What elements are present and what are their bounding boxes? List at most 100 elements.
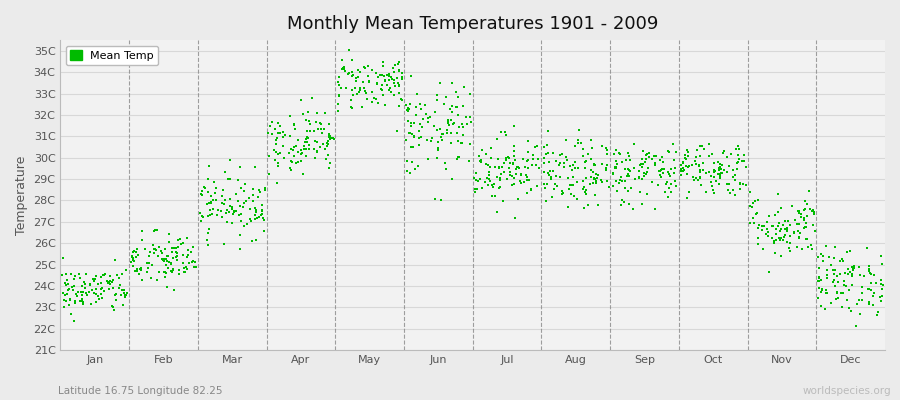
Point [774, 235, 788, 242]
Point [221, 209, 236, 215]
Point [621, 171, 635, 177]
Point [561, 204, 575, 210]
Point [375, 72, 390, 78]
Point [218, 197, 232, 204]
Point [451, 112, 465, 118]
Point [580, 158, 594, 165]
Point [771, 209, 786, 215]
Point [576, 178, 590, 184]
Point [772, 235, 787, 241]
Point [141, 265, 156, 271]
Point [482, 164, 497, 170]
Point [778, 218, 792, 224]
Point [579, 191, 593, 197]
Point [713, 173, 727, 179]
Point [483, 164, 498, 170]
Point [576, 186, 590, 192]
Point [303, 128, 318, 134]
Point [639, 152, 653, 158]
Point [819, 290, 833, 296]
Point [331, 100, 346, 107]
Point [820, 272, 834, 279]
Point [717, 166, 732, 173]
Point [559, 154, 573, 160]
Point [503, 160, 517, 166]
Point [730, 159, 744, 166]
Point [783, 233, 797, 240]
Point [76, 298, 90, 304]
Point [724, 151, 739, 158]
Point [226, 209, 240, 215]
Point [536, 144, 551, 150]
Point [595, 179, 609, 186]
Point [812, 278, 826, 284]
Point [748, 198, 762, 204]
Point [557, 160, 572, 166]
Point [248, 216, 262, 222]
Point [761, 268, 776, 275]
Point [393, 96, 408, 102]
Point [252, 186, 266, 193]
Point [176, 265, 191, 271]
Point [224, 204, 238, 210]
Point [299, 136, 313, 142]
Point [454, 121, 469, 127]
Point [164, 268, 178, 274]
Point [652, 167, 666, 174]
Point [124, 259, 139, 265]
Point [166, 287, 181, 293]
Point [158, 269, 172, 275]
Point [86, 276, 100, 282]
Point [507, 181, 521, 187]
Point [746, 214, 760, 221]
Point [266, 147, 281, 153]
Point [233, 246, 248, 252]
Point [526, 156, 541, 162]
Point [636, 161, 651, 168]
Point [550, 183, 564, 189]
Point [674, 162, 688, 168]
Point [526, 152, 541, 158]
Point [623, 157, 637, 164]
Point [202, 230, 216, 236]
Point [837, 278, 851, 285]
Point [839, 283, 853, 289]
Point [774, 252, 788, 259]
Point [613, 176, 627, 183]
Point [108, 292, 122, 298]
Point [751, 235, 765, 242]
Point [271, 130, 285, 137]
Point [674, 168, 688, 174]
Point [321, 131, 336, 138]
Point [261, 130, 275, 136]
Point [242, 195, 256, 202]
Point [220, 206, 234, 213]
Point [706, 167, 721, 173]
Point [736, 158, 751, 164]
Point [571, 136, 585, 143]
Point [232, 212, 247, 219]
Point [545, 168, 560, 174]
Point [194, 192, 209, 198]
Point [734, 158, 749, 164]
Point [702, 152, 716, 159]
Point [460, 121, 474, 127]
Point [64, 311, 78, 317]
Point [595, 160, 609, 167]
Point [667, 157, 681, 164]
Point [494, 128, 508, 135]
Point [590, 174, 605, 181]
Point [117, 287, 131, 293]
Point [383, 88, 398, 95]
Point [344, 104, 358, 110]
Point [103, 278, 117, 284]
Point [138, 246, 152, 252]
Point [619, 157, 634, 164]
Point [382, 86, 397, 93]
Point [85, 287, 99, 294]
Point [400, 168, 415, 174]
Point [449, 89, 464, 96]
Point [346, 92, 360, 98]
Point [89, 290, 104, 297]
Point [508, 171, 523, 178]
